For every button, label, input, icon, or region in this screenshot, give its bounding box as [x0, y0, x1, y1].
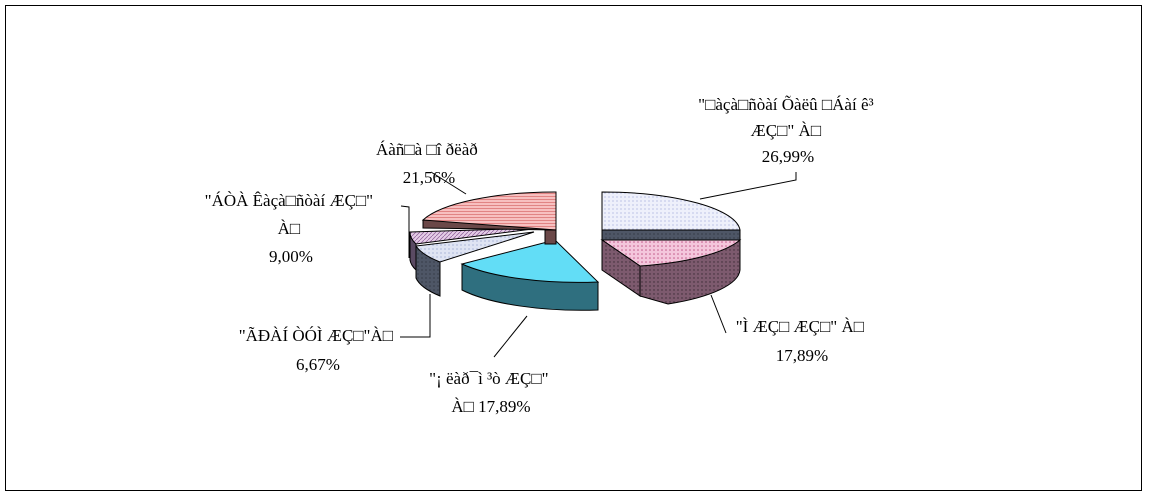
- leader-line-2: [710, 294, 727, 334]
- pie-slice-2: [600, 239, 742, 305]
- leader-line-5: [400, 205, 410, 258]
- leader-line-1: [699, 172, 797, 200]
- leader-line-4: [400, 294, 431, 338]
- pie-slice-1: [601, 191, 741, 243]
- chart-border: [5, 5, 1142, 491]
- pie-slice-3: [460, 239, 600, 311]
- leader-line-3: [493, 315, 528, 358]
- slice-4-label: "ÃÐÀÍ ÒÓÌ ÆÇ□"À□ 6,67%: [239, 326, 398, 374]
- pie-slice-6: [421, 191, 557, 245]
- slice-3-label: "¡ ëàð¯ì ³ò ÆÇ□" À□ 17,89%: [429, 369, 553, 416]
- leader-line-6: [430, 171, 467, 195]
- pie-slice-5: [409, 227, 541, 272]
- slice-5-label: "ÁÒÀ Êàçà□ñòàí ÆÇ□" À□ 9,00%: [205, 191, 378, 266]
- slice-1-label: "□àçà□ñòàí Õàëû □Áàí ê³ ÆÇ□" À□ 26,99%: [698, 95, 878, 166]
- slice-6-label: Áàñ□à □î ðëàð 21,56%: [376, 140, 482, 187]
- slice-2-label: "Ì ÆÇ□ ÆÇ□" À□ 17,89%: [736, 317, 869, 365]
